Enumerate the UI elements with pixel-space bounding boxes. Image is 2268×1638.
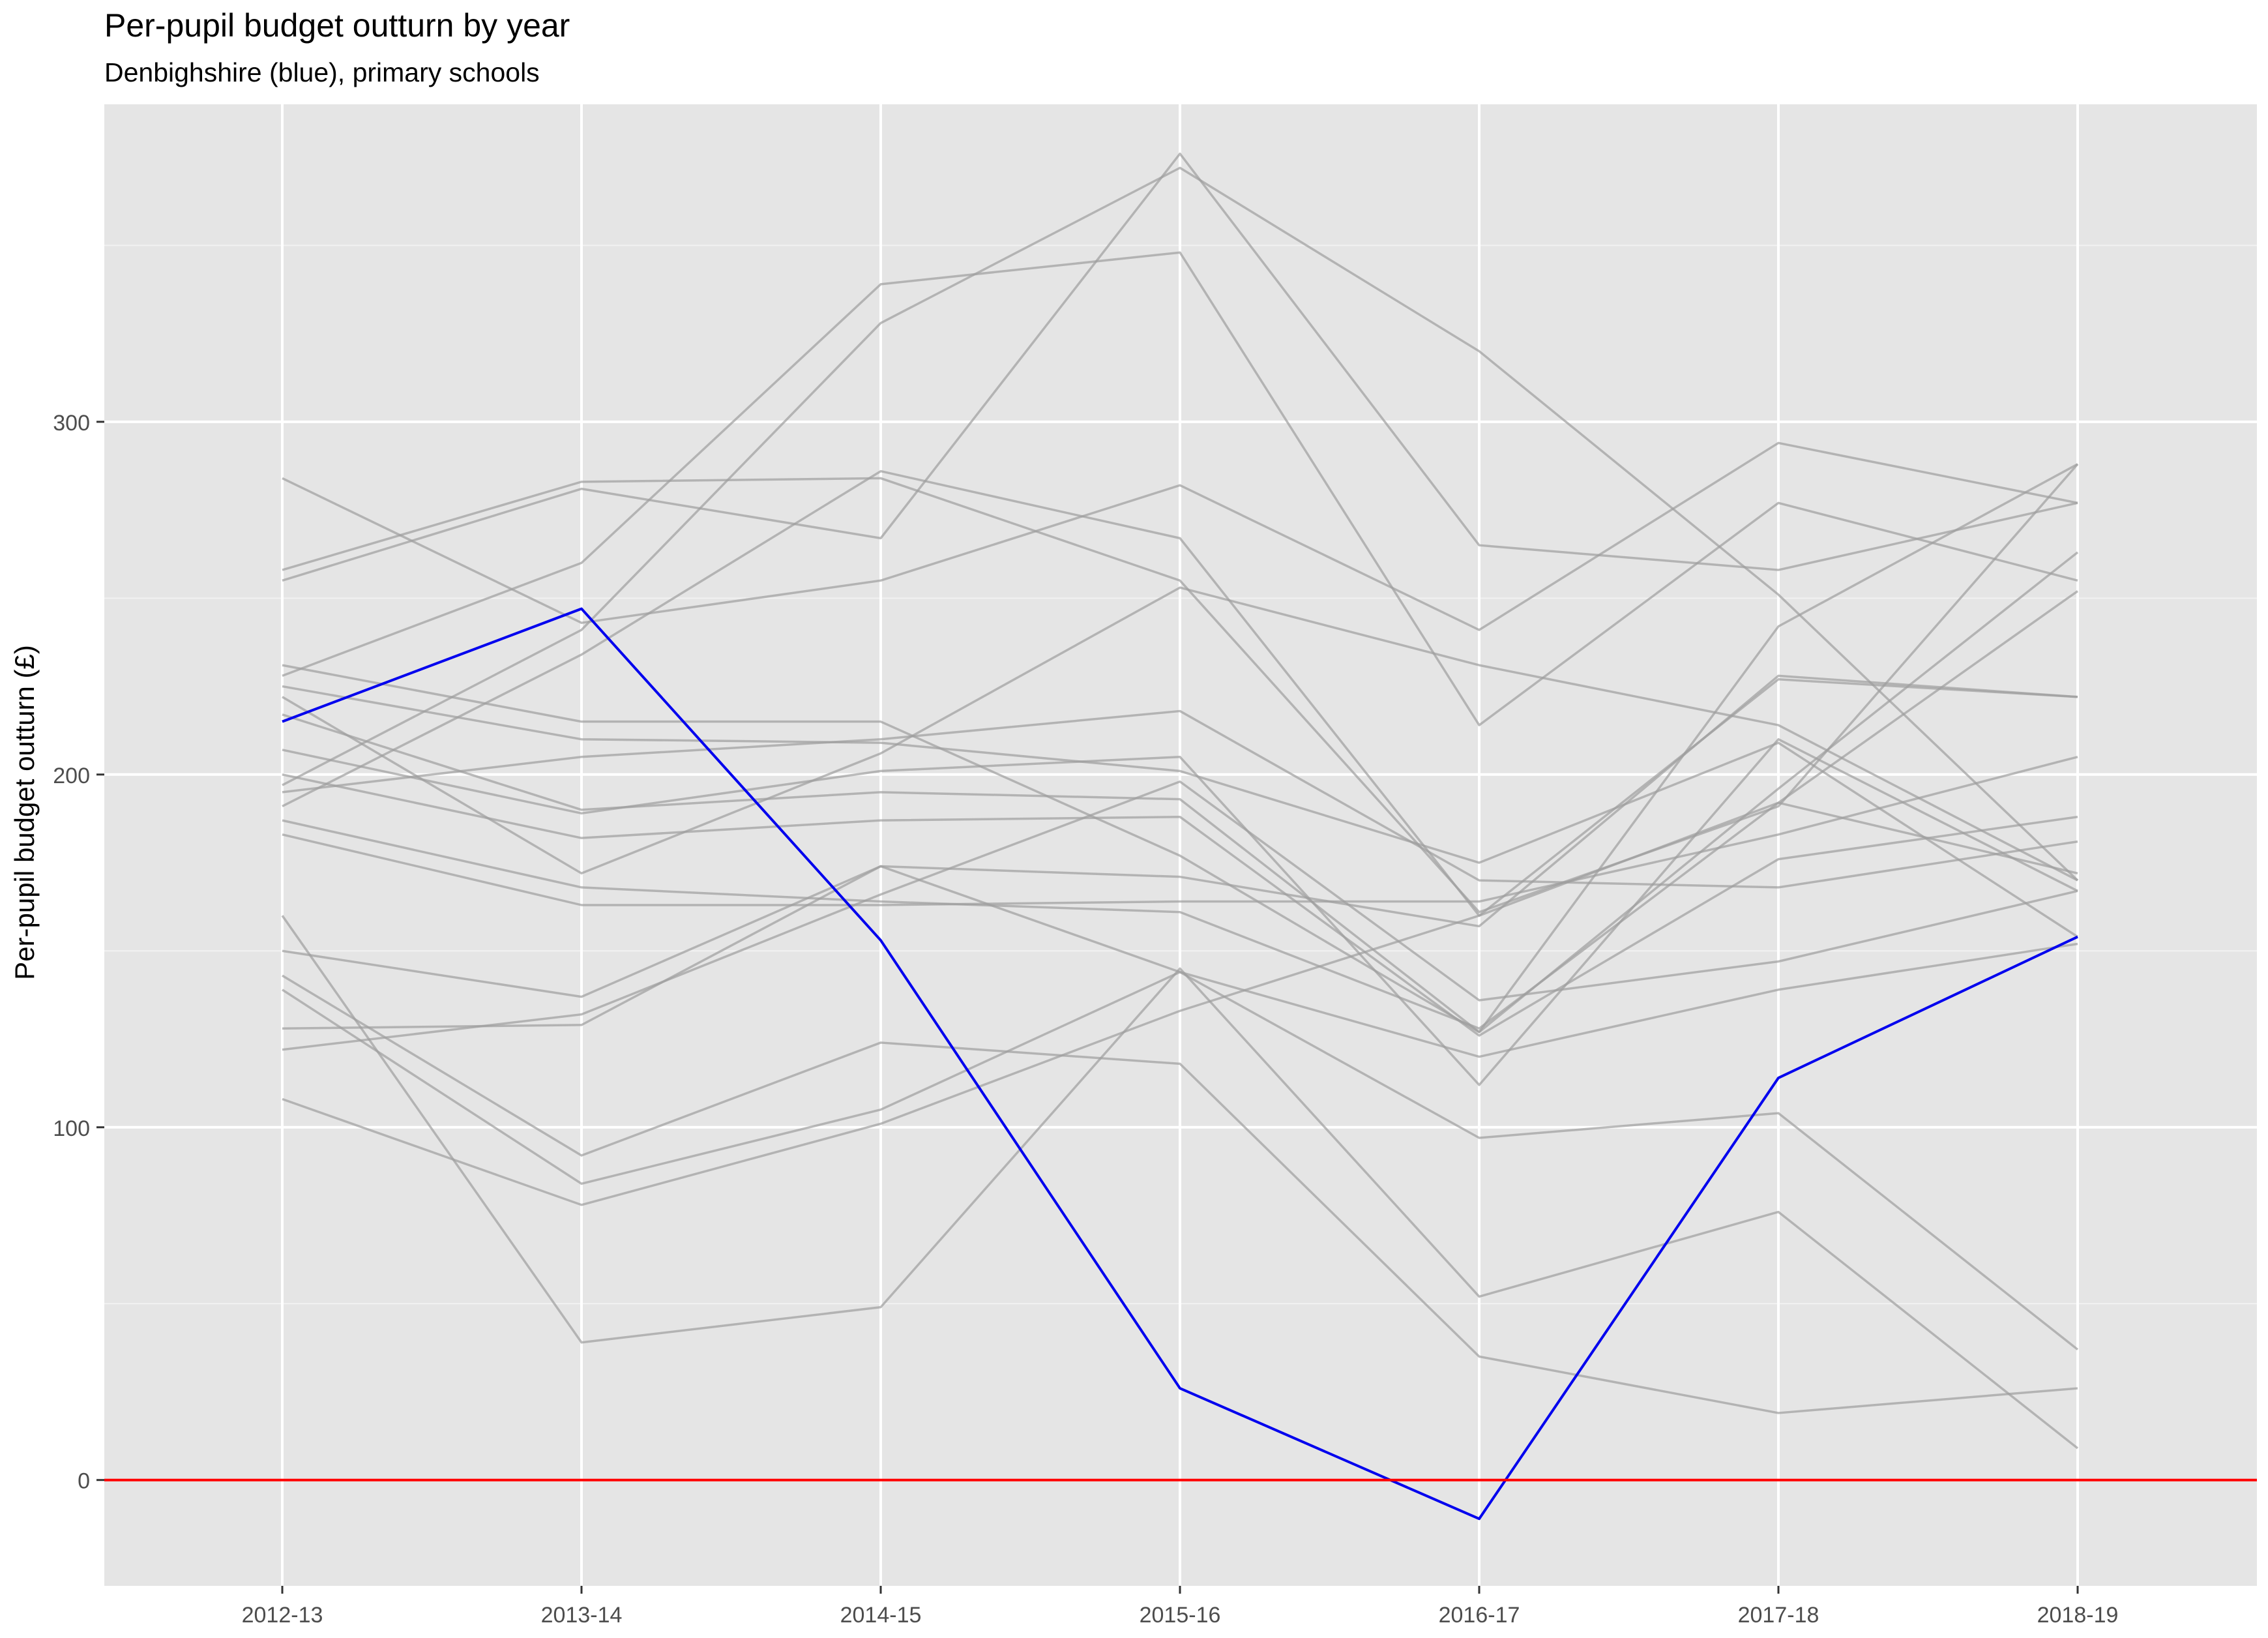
x-tick-label: 2018-19 <box>2037 1603 2119 1628</box>
y-tick-label: 100 <box>53 1116 90 1141</box>
series-line-other <box>282 463 2079 914</box>
series-line-other <box>282 441 2078 631</box>
series-line-other <box>282 674 2078 1030</box>
x-tick-label: 2015-16 <box>1140 1603 1221 1628</box>
y-tick-label: 300 <box>53 411 90 436</box>
series-line-other <box>282 974 2078 1414</box>
y-tick-label: 0 <box>78 1469 90 1494</box>
series-line-other <box>282 251 2078 726</box>
series-line-other <box>282 551 2079 1034</box>
series-line-other <box>282 166 2079 882</box>
y-tick-label: 200 <box>53 764 90 788</box>
y-axis-title: Per-pupil budget outturn (£) <box>9 645 40 980</box>
x-tick-label: 2017-18 <box>1738 1603 1819 1628</box>
x-tick-label: 2014-15 <box>840 1603 922 1628</box>
series-line-other <box>282 152 2078 582</box>
x-tick-label: 2012-13 <box>242 1603 323 1628</box>
series-line-other <box>282 773 2078 1037</box>
x-tick-label: 2013-14 <box>541 1603 623 1628</box>
x-tick-label: 2016-17 <box>1439 1603 1520 1628</box>
series-line-other <box>282 709 2078 889</box>
series-line-other <box>282 942 2078 1185</box>
series-line-other <box>282 685 2078 938</box>
series-line-other <box>282 469 2078 917</box>
series-line-other <box>281 915 2079 1450</box>
series-line-other <box>282 463 2078 1034</box>
series-line-other <box>282 737 2078 1086</box>
series-line-other <box>282 780 2078 1051</box>
series-line-denbighshire <box>282 607 2078 1521</box>
chart-title: Per-pupil budget outturn by year <box>104 7 570 44</box>
series-line-other <box>282 756 2078 906</box>
series-line-other <box>282 590 2079 1206</box>
chart-subtitle: Denbighshire (blue), primary schools <box>104 57 540 87</box>
series-line-other <box>282 586 2078 882</box>
